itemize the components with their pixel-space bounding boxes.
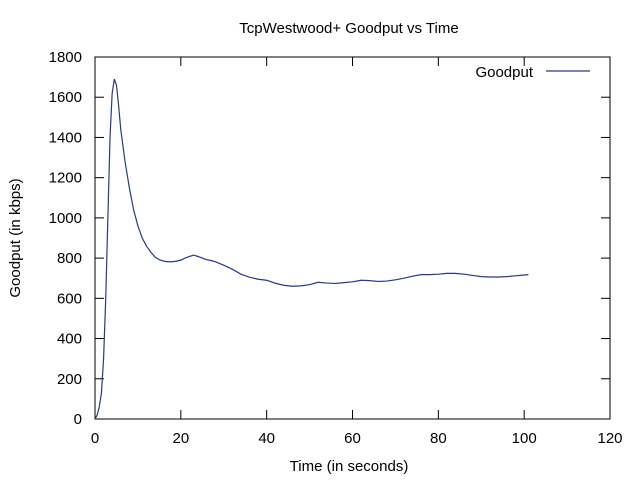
y-axis-title: Goodput (in kbps) bbox=[7, 178, 24, 297]
x-tick-label: 120 bbox=[597, 430, 622, 447]
x-axis-title: Time (in seconds) bbox=[290, 458, 409, 475]
y-tick-label: 800 bbox=[57, 250, 82, 267]
x-tick-label: 80 bbox=[430, 430, 447, 447]
series-line-goodput bbox=[94, 78, 529, 420]
legend-label-goodput: Goodput bbox=[475, 64, 533, 81]
x-axis: 0 20 40 60 80 100 120 bbox=[91, 57, 623, 447]
y-tick-label: 1400 bbox=[49, 129, 82, 146]
legend: Goodput bbox=[475, 64, 590, 81]
y-tick-label: 1800 bbox=[49, 49, 82, 66]
y-tick-label: 600 bbox=[57, 290, 82, 307]
x-tick-label: 20 bbox=[172, 430, 189, 447]
y-tick-label: 0 bbox=[74, 411, 82, 428]
x-tick-label: 40 bbox=[258, 430, 275, 447]
y-tick-label: 1600 bbox=[49, 89, 82, 106]
y-tick-label: 1000 bbox=[49, 210, 82, 227]
x-tick-label: 0 bbox=[91, 430, 99, 447]
y-tick-label: 200 bbox=[57, 371, 82, 388]
x-tick-label: 60 bbox=[344, 430, 361, 447]
y-tick-label: 400 bbox=[57, 331, 82, 348]
y-axis: 0 200 400 600 800 1000 1200 1400 1600 1800 bbox=[49, 49, 610, 428]
x-tick-label: 100 bbox=[512, 430, 537, 447]
y-tick-label: 1200 bbox=[49, 170, 82, 187]
plot-frame bbox=[94, 56, 611, 420]
chart-title: TcpWestwood+ Goodput vs Time bbox=[239, 20, 458, 37]
